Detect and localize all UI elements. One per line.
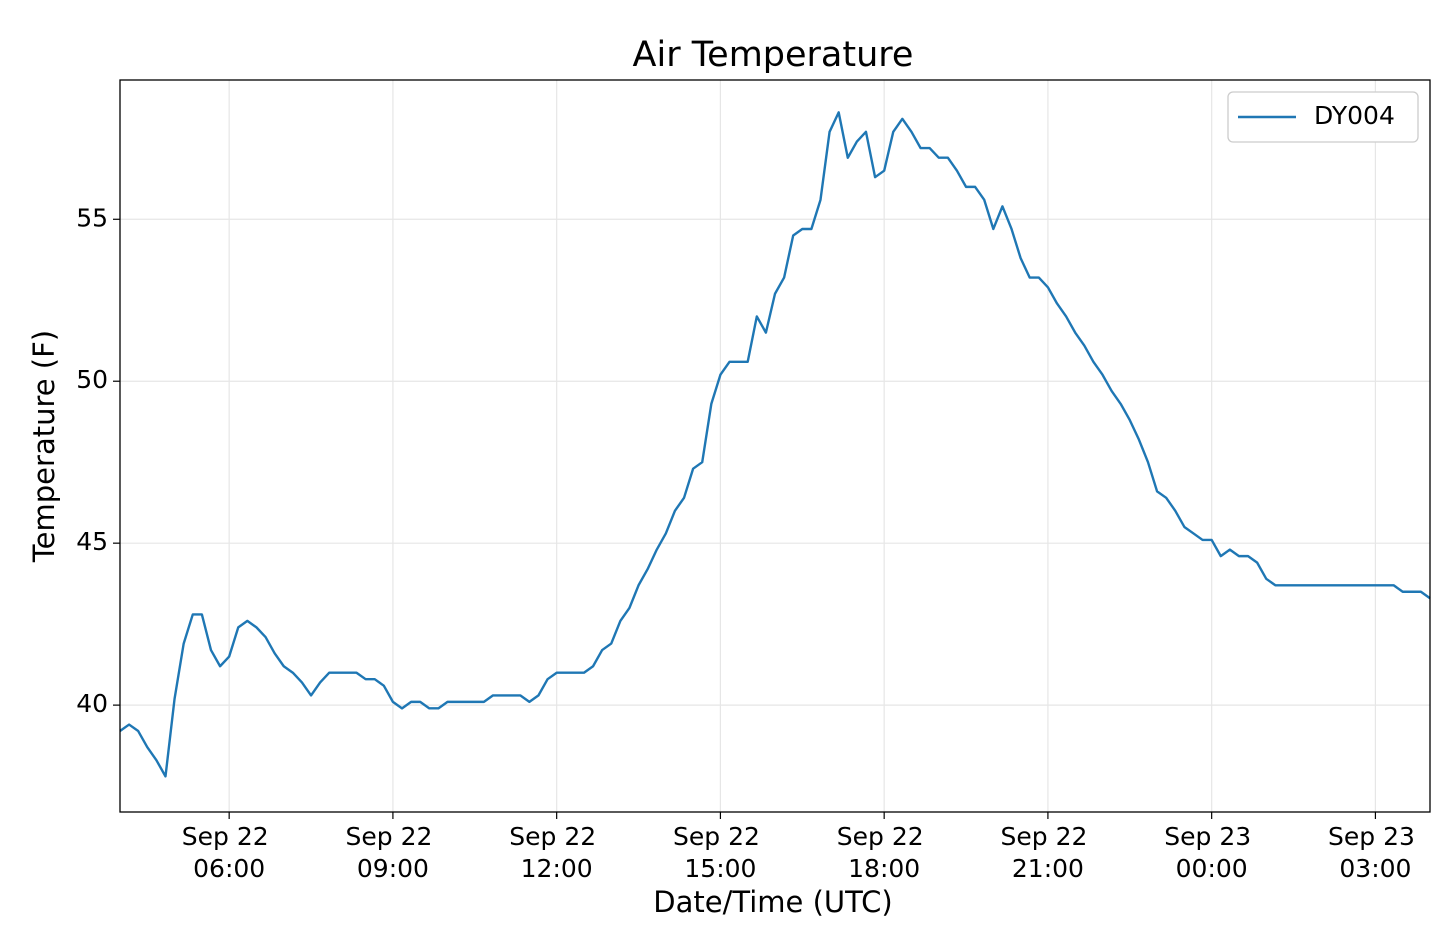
legend-label: DY004 bbox=[1314, 101, 1395, 130]
x-tick-label: Sep 23 03:00 bbox=[1328, 822, 1423, 883]
grid bbox=[120, 80, 1430, 812]
x-axis-label: Date/Time (UTC) bbox=[653, 885, 892, 919]
axes: 40 45 50 55 Sep 22 06:00 Sep 22 09:00 Sep 22 1… bbox=[76, 203, 1423, 883]
y-tick-label: 50 bbox=[76, 365, 108, 394]
x-tick-label: Sep 22 18:00 bbox=[837, 822, 932, 883]
legend-box bbox=[1227, 91, 1419, 143]
chart-title: Air Temperature bbox=[633, 35, 914, 75]
x-tick-label: Sep 22 12:00 bbox=[509, 822, 604, 883]
y-tick-label: 55 bbox=[76, 203, 108, 232]
y-tick-label: 45 bbox=[76, 527, 108, 556]
y-axis-label: Temperature (F) bbox=[27, 330, 61, 563]
x-tick-label: Sep 22 15:00 bbox=[673, 822, 768, 883]
x-tick-label: Sep 22 09:00 bbox=[346, 822, 441, 883]
x-tick-label: Sep 22 06:00 bbox=[182, 822, 277, 883]
plot-frame bbox=[119, 79, 1431, 813]
plot bbox=[119, 111, 1431, 778]
y-tick-label: 40 bbox=[76, 689, 108, 718]
legend: DY004 bbox=[1227, 91, 1419, 143]
data-line bbox=[119, 111, 1431, 778]
x-tick-label: Sep 22 21:00 bbox=[1001, 822, 1096, 883]
x-tick-label: Sep 23 00:00 bbox=[1164, 822, 1259, 883]
